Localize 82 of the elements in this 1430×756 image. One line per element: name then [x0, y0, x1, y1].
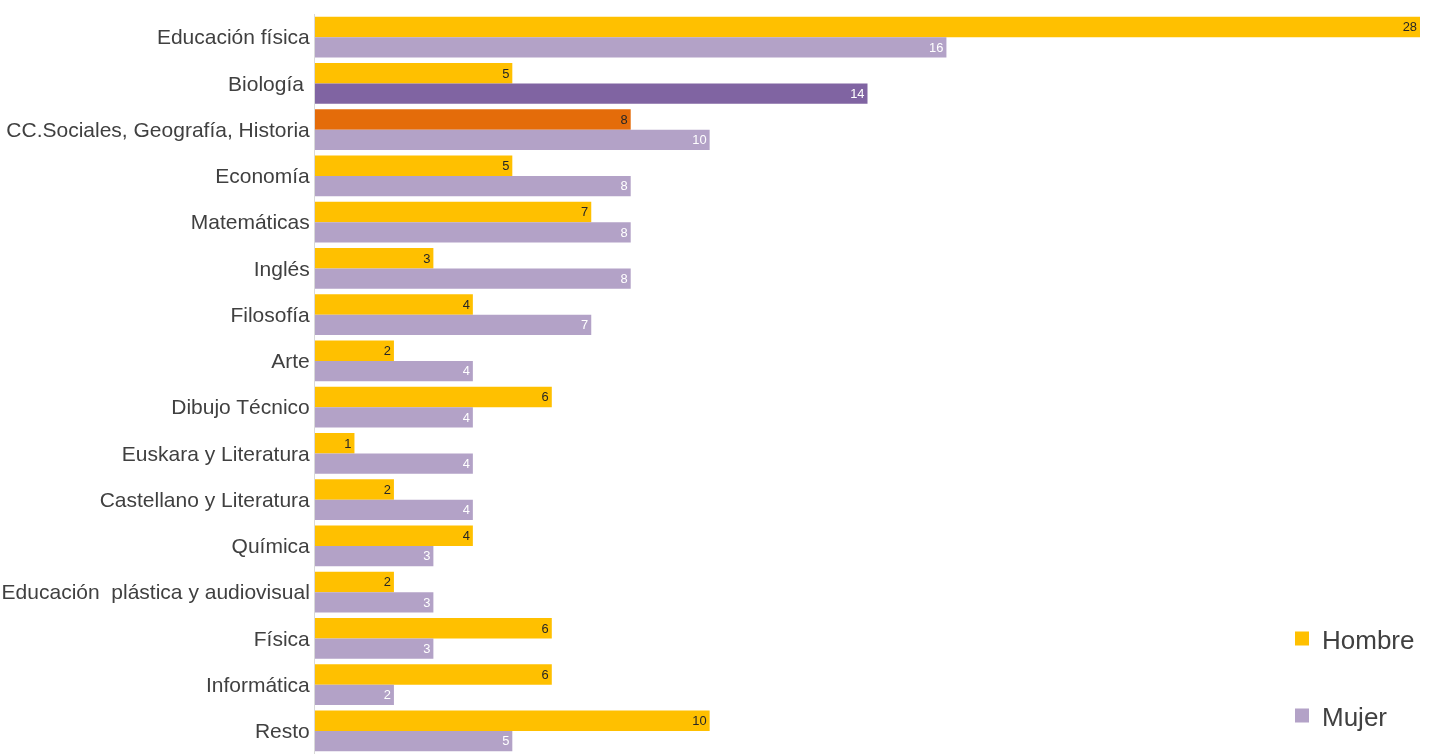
y-tick-label: Dibujo Técnico	[171, 395, 310, 419]
data-label: 6	[541, 389, 549, 405]
bar	[315, 684, 394, 705]
data-label: 7	[581, 204, 589, 220]
data-label: 4	[462, 409, 470, 425]
bar	[315, 386, 552, 408]
bar	[315, 545, 434, 567]
y-tick-label: Filosofía	[230, 302, 311, 326]
data-label: 10	[692, 132, 707, 148]
bar	[315, 592, 434, 613]
data-label: 2	[383, 481, 391, 497]
bar	[315, 109, 631, 130]
data-label: 5	[502, 733, 510, 749]
data-label: 4	[462, 455, 470, 471]
legend-label: Hombre	[1322, 624, 1415, 655]
bar	[315, 314, 592, 335]
data-label: 2	[383, 343, 391, 359]
bar	[315, 525, 473, 546]
y-tick-label: Educación plástica y audiovisual	[1, 580, 310, 604]
data-label: 2	[383, 687, 391, 703]
data-label: 8	[620, 111, 628, 127]
bar	[315, 222, 631, 243]
y-tick-label: Arte	[271, 349, 310, 373]
data-label: 4	[462, 363, 470, 379]
data-label: 3	[423, 250, 431, 266]
bar	[315, 571, 394, 593]
bar	[315, 294, 473, 315]
bar	[315, 175, 631, 197]
bar	[315, 638, 434, 659]
data-label: 7	[581, 317, 589, 333]
bar	[315, 479, 394, 500]
data-label: 3	[423, 594, 431, 610]
legend-label: Mujer	[1322, 701, 1388, 732]
y-tick-label: Física	[253, 626, 311, 650]
data-label: 1	[344, 435, 352, 451]
bar	[315, 710, 710, 731]
y-tick-label: Resto	[254, 719, 310, 743]
bar	[315, 37, 947, 58]
data-label: 5	[502, 158, 510, 174]
y-tick-label: CC.Sociales, Geografía, Historia	[6, 117, 311, 141]
y-tick-label: Educación física	[156, 25, 311, 49]
bar	[315, 248, 434, 269]
data-label: 28	[1402, 19, 1417, 35]
y-tick-label: Euskara y Literatura	[121, 441, 311, 465]
data-label: 4	[462, 528, 470, 544]
bar	[315, 83, 868, 104]
bar	[315, 664, 552, 685]
bar	[315, 340, 394, 361]
y-tick-label: Informática	[205, 672, 311, 696]
data-label: 4	[462, 296, 470, 312]
data-label: 3	[423, 548, 431, 564]
y-tick-label: Matemáticas	[190, 210, 310, 234]
data-label: 5	[502, 65, 510, 81]
y-tick-label: Economía	[215, 164, 311, 188]
bar	[315, 360, 473, 382]
bar	[315, 63, 513, 84]
data-label: 8	[620, 270, 628, 286]
y-tick-label: Química	[231, 534, 311, 558]
bar	[315, 618, 552, 639]
bar	[315, 201, 592, 223]
data-label: 2	[383, 574, 391, 590]
bar	[315, 268, 631, 289]
data-label: 10	[692, 713, 707, 729]
bar	[315, 407, 473, 428]
bar	[315, 433, 355, 454]
data-label: 4	[462, 502, 470, 518]
data-label: 6	[541, 620, 549, 636]
bar	[315, 155, 513, 176]
bar	[315, 499, 473, 520]
y-tick-label: Biología	[228, 71, 310, 95]
bar	[315, 129, 710, 150]
data-label: 3	[423, 640, 431, 656]
data-label: 8	[620, 178, 628, 194]
y-tick-label: Castellano y Literatura	[99, 487, 311, 511]
data-label: 14	[850, 85, 865, 101]
bar	[315, 453, 473, 474]
data-label: 16	[929, 39, 944, 55]
bar	[315, 16, 1420, 38]
data-label: 6	[541, 666, 549, 682]
y-tick-label: Inglés	[253, 256, 310, 280]
bar	[315, 730, 513, 752]
data-label: 8	[620, 224, 628, 240]
